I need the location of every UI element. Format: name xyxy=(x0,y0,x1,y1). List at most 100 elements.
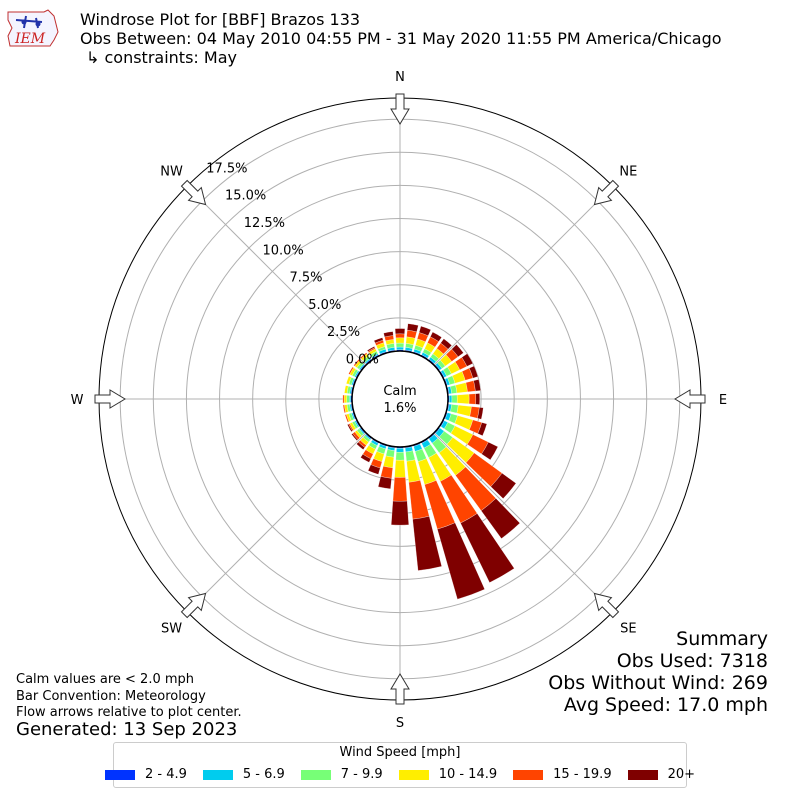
bar-segment xyxy=(342,394,345,404)
grid-ring xyxy=(219,218,581,580)
flow-arrow xyxy=(390,93,410,125)
grid-spoke xyxy=(186,185,367,366)
bar-segment xyxy=(456,404,472,417)
bar-segment xyxy=(383,455,395,468)
logo-text: IEM xyxy=(14,31,46,47)
legend-label: 20+ xyxy=(667,767,696,782)
bar-segment xyxy=(383,331,394,338)
bar-segment xyxy=(392,477,408,502)
legend: Wind Speed [mph] 2 - 4.9 5 - 6.9 7 - 9.9 10… xyxy=(104,742,695,788)
bar-segment xyxy=(412,516,442,571)
legend-swatch xyxy=(104,769,135,780)
legend-entry: 20+ xyxy=(627,767,696,782)
bar-segment xyxy=(395,333,405,339)
legend-entry: 15 - 19.9 xyxy=(513,767,612,782)
bar-segment xyxy=(481,441,499,461)
bar-segment xyxy=(451,344,464,357)
legend-entry: 5 - 6.9 xyxy=(202,767,285,782)
legend-label: 15 - 19.9 xyxy=(553,767,612,782)
radial-tick-label: 10.0% xyxy=(262,243,303,258)
windrose-bars xyxy=(342,323,521,600)
bar-segment xyxy=(343,394,347,404)
bar-segment xyxy=(437,522,485,600)
bar-segment xyxy=(477,422,488,436)
legend-items: 2 - 4.9 5 - 6.9 7 - 9.9 10 - 14.9 15 - 19.9 2… xyxy=(104,767,695,782)
radial-tick-label: 12.5% xyxy=(244,216,285,231)
bar-segment xyxy=(460,513,515,583)
bar-segment xyxy=(356,441,365,450)
compass-label-s: S xyxy=(396,716,404,731)
bar-segment xyxy=(346,376,352,385)
bar-segment xyxy=(344,414,350,423)
grid-ring xyxy=(185,184,615,614)
bar-segment xyxy=(449,395,453,403)
flow-arrow xyxy=(180,179,207,206)
bar-segment xyxy=(377,476,392,490)
radial-tick-labels: 0.0% 2.5% 5.0% 7.5% 10.0% 12.5% 15.0% 17.5% xyxy=(206,161,379,367)
summary-block: Summary Obs Used: 7318 Obs Without Wind:… xyxy=(548,628,768,716)
constraints: ↳ constraints: May xyxy=(86,48,237,67)
bar-segment xyxy=(380,465,393,479)
compass-label-sw: SW xyxy=(161,621,182,636)
bar-segment xyxy=(440,338,452,350)
bar-segment xyxy=(353,359,360,367)
flow-arrow xyxy=(593,592,620,619)
bar-segment xyxy=(475,393,480,405)
grid-spoke xyxy=(433,185,614,366)
flow-arrow xyxy=(390,673,410,705)
flow-arrow xyxy=(674,389,706,409)
grid-ring xyxy=(252,251,548,547)
bar-segment xyxy=(360,352,368,359)
radial-tick-label: 2.5% xyxy=(327,325,360,340)
legend-swatch xyxy=(627,769,658,780)
legend-label: 10 - 14.9 xyxy=(438,767,498,782)
legend-entry: 7 - 9.9 xyxy=(300,767,383,782)
obs-range: Obs Between: 04 May 2010 04:55 PM - 31 M… xyxy=(80,29,722,48)
bar-segment xyxy=(342,404,346,414)
legend-entry: 10 - 14.9 xyxy=(398,767,498,782)
flow-arrows-note: Flow arrows relative to plot center. xyxy=(16,705,242,720)
bar-segment xyxy=(367,346,376,352)
bar-segment xyxy=(473,379,481,392)
obs-without-wind: Obs Without Wind: 269 xyxy=(548,672,768,694)
legend-entry: 2 - 4.9 xyxy=(104,767,187,782)
legend-label: 5 - 6.9 xyxy=(242,767,285,782)
legend-swatch xyxy=(513,769,544,780)
bar-segment xyxy=(348,366,354,375)
bar-segment xyxy=(394,459,406,478)
bar-segment xyxy=(396,448,404,453)
bar-segment xyxy=(395,337,405,344)
grid-spoke xyxy=(186,432,367,613)
bar-segment xyxy=(490,472,517,499)
chart-title: Windrose Plot for [BBF] Brazos 133 xyxy=(80,10,361,29)
bar-segment xyxy=(405,450,416,462)
legend-swatch xyxy=(202,769,233,780)
compass-label-e: E xyxy=(719,393,727,408)
legend-title: Wind Speed [mph] xyxy=(339,745,461,760)
radial-tick-label: 17.5% xyxy=(206,161,247,176)
bar-segment xyxy=(477,407,484,420)
bar-segment xyxy=(373,337,384,344)
legend-swatch xyxy=(398,769,429,780)
bar-segment xyxy=(406,459,421,483)
bar-segment xyxy=(430,331,442,342)
title-block: Windrose Plot for [BBF] Brazos 133 Obs B… xyxy=(80,10,722,67)
grid-spoke xyxy=(433,432,614,613)
compass-label-ne: NE xyxy=(619,165,637,180)
bar-segment xyxy=(346,395,350,403)
radial-tick-label: 0.0% xyxy=(346,352,379,367)
bar-segment xyxy=(347,423,353,432)
bar-segment xyxy=(461,353,474,367)
legend-swatch xyxy=(300,769,331,780)
bar-segment xyxy=(351,433,359,441)
bar-segment xyxy=(469,365,479,379)
calm-center: Calm 1.6% xyxy=(351,350,449,448)
bar-segment xyxy=(480,498,521,539)
radial-tick-label: 15.0% xyxy=(225,189,266,204)
bar-segment xyxy=(344,385,349,394)
calm-value: 1.6% xyxy=(383,401,416,416)
chart-notes: Calm values are < 2.0 mph Bar Convention… xyxy=(16,672,242,722)
obs-used: Obs Used: 7318 xyxy=(616,650,768,672)
bar-segment xyxy=(360,453,372,463)
